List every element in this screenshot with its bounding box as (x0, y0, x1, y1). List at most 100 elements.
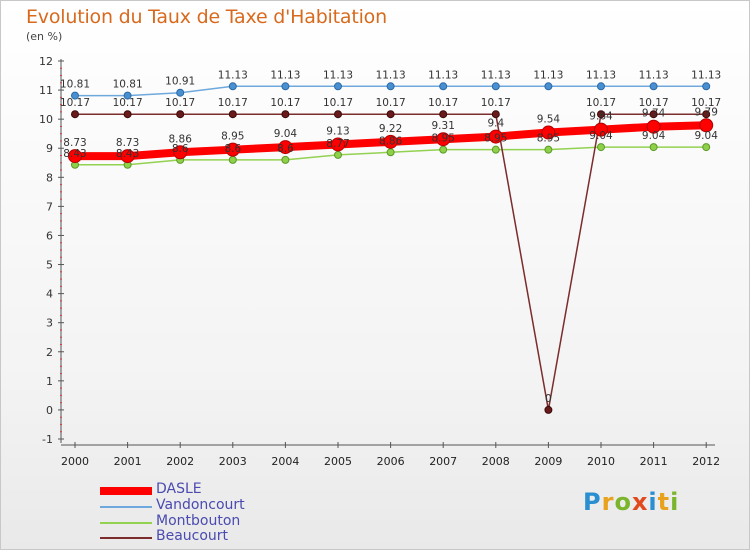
data-point-vandoncourt (702, 82, 711, 91)
data-point-beaucourt (281, 110, 290, 119)
data-point-beaucourt (544, 405, 553, 414)
data-label-vandoncourt: 11.13 (218, 69, 248, 81)
data-label-montbouton: 9.04 (695, 130, 719, 142)
y-tick-label: 10 (39, 113, 53, 126)
logo-letter: r (601, 488, 615, 516)
data-point-vandoncourt (281, 82, 290, 91)
data-point-montbouton (386, 148, 395, 157)
data-point-dasle (699, 118, 714, 133)
series-layer (68, 82, 714, 414)
data-label-dasle: 9.74 (642, 108, 666, 120)
data-point-montbouton (334, 150, 342, 159)
data-label-beaucourt: 10.17 (428, 97, 458, 109)
y-tick-label: 9 (46, 142, 53, 155)
data-point-dasle (383, 134, 398, 149)
data-point-beaucourt (649, 110, 658, 119)
logo-letter: i (648, 488, 658, 516)
legend-item-montbouton: Montbouton (100, 513, 360, 530)
y-tick-label: 3 (46, 317, 53, 330)
legend-label-vandoncourt: Vandoncourt (156, 497, 245, 513)
data-point-dasle (488, 129, 503, 144)
data-point-vandoncourt (228, 82, 237, 91)
y-tick-label: 4 (46, 288, 53, 301)
y-tick-label: -1 (42, 433, 53, 446)
data-label-dasle: 8.73 (63, 137, 86, 149)
data-point-montbouton (702, 143, 711, 152)
x-tick-label: 2001 (114, 455, 142, 468)
data-label-montbouton: 8.6 (172, 143, 189, 155)
data-label-vandoncourt: 11.13 (428, 69, 458, 81)
data-label-montbouton: 8.6 (277, 143, 294, 155)
data-point-beaucourt (702, 110, 711, 119)
data-label-vandoncourt: 11.13 (323, 69, 353, 81)
data-point-dasle (594, 122, 608, 137)
legend-label-beaucourt: Beaucourt (156, 528, 229, 544)
chart-subtitle: (en %) (26, 30, 63, 43)
data-point-dasle (541, 125, 556, 140)
chart-title: Evolution du Taux de Taxe d'Habitation (26, 6, 387, 28)
data-point-montbouton (491, 145, 500, 154)
data-label-montbouton: 8.77 (326, 138, 349, 150)
data-label-dasle: 9.31 (432, 120, 455, 132)
data-label-vandoncourt: 11.13 (639, 69, 669, 81)
legend-item-dasle: DASLE (100, 481, 360, 498)
logo-letter: i (670, 488, 680, 516)
y-tick-label: 2 (46, 346, 53, 359)
data-label-montbouton: 8.95 (432, 133, 455, 145)
data-point-dasle (120, 149, 135, 164)
legend-label-dasle: DASLE (156, 481, 202, 497)
data-point-montbouton (281, 155, 290, 164)
data-point-vandoncourt (386, 82, 395, 91)
logo-letter: P (583, 488, 602, 516)
data-point-beaucourt (597, 110, 605, 119)
data-label-dasle: 9.64 (589, 111, 613, 123)
legend-swatch-dasle (100, 487, 152, 495)
x-tick-label: 2003 (219, 455, 247, 468)
data-point-montbouton (544, 145, 553, 154)
logo-letter: x (631, 488, 649, 516)
data-label-dasle: 9.4 (487, 118, 504, 130)
data-label-dasle: 9.54 (537, 114, 561, 126)
data-label-vandoncourt: 10.81 (113, 79, 143, 91)
data-label-vandoncourt: 11.13 (533, 69, 563, 81)
data-label-vandoncourt: 10.81 (60, 79, 90, 91)
series-line-beaucourt (75, 113, 707, 411)
data-label-dasle: 9.79 (695, 106, 718, 118)
y-tick-label: 5 (46, 259, 53, 272)
data-point-beaucourt (386, 110, 395, 119)
data-point-vandoncourt (649, 82, 658, 91)
x-tick-label: 2010 (587, 455, 615, 468)
data-label-vandoncourt: 11.13 (586, 69, 616, 81)
data-label-dasle: 8.86 (169, 133, 193, 145)
data-label-beaucourt: 10.17 (586, 97, 616, 109)
data-point-dasle (225, 142, 240, 157)
proxiti-logo: Proxiti (583, 488, 679, 516)
data-label-beaucourt: 10.17 (376, 97, 406, 109)
x-tick-label: 2005 (324, 455, 352, 468)
y-tick-label: 11 (39, 84, 53, 97)
data-label-beaucourt: 10.17 (218, 97, 248, 109)
data-label-dasle: 8.73 (116, 137, 139, 149)
legend-swatch-vandoncourt (100, 506, 152, 508)
x-tick-label: 2002 (166, 455, 194, 468)
data-label-vandoncourt: 10.91 (165, 76, 195, 88)
y-tick-label: 0 (46, 404, 53, 417)
data-point-vandoncourt (123, 91, 132, 100)
data-label-beaucourt: 10.17 (639, 97, 669, 109)
data-label-montbouton: 8.86 (379, 135, 403, 147)
data-label-beaucourt: 10.17 (165, 97, 195, 109)
data-label-montbouton: 8.43 (116, 148, 139, 160)
data-label-beaucourt: 0 (545, 393, 552, 405)
data-label-dasle: 9.13 (326, 125, 349, 137)
data-point-vandoncourt (491, 82, 500, 91)
data-point-dasle (436, 132, 451, 147)
y-tick-label: 7 (46, 200, 53, 213)
x-tick-label: 2004 (271, 455, 299, 468)
data-point-montbouton (228, 155, 237, 164)
data-label-montbouton: 8.95 (484, 133, 507, 145)
data-label-beaucourt: 10.17 (323, 97, 353, 109)
x-tick-label: 2009 (534, 455, 562, 468)
legend-item-vandoncourt: Vandoncourt (100, 497, 360, 514)
